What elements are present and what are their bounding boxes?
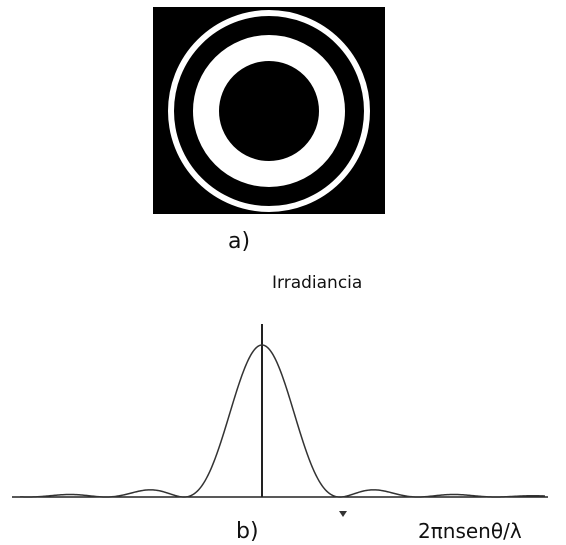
inner-ring [193,35,345,187]
outer-ring [168,10,370,212]
ring-pattern [153,7,385,214]
x-axis-label: 2πnsenθ/λ [418,519,522,543]
panel-a-label: a) [228,229,250,254]
panel-b-label: b) [236,519,259,544]
y-axis-label: Irradiancia [272,273,362,293]
zero-marker [339,511,347,517]
diffraction-curve [19,344,546,498]
